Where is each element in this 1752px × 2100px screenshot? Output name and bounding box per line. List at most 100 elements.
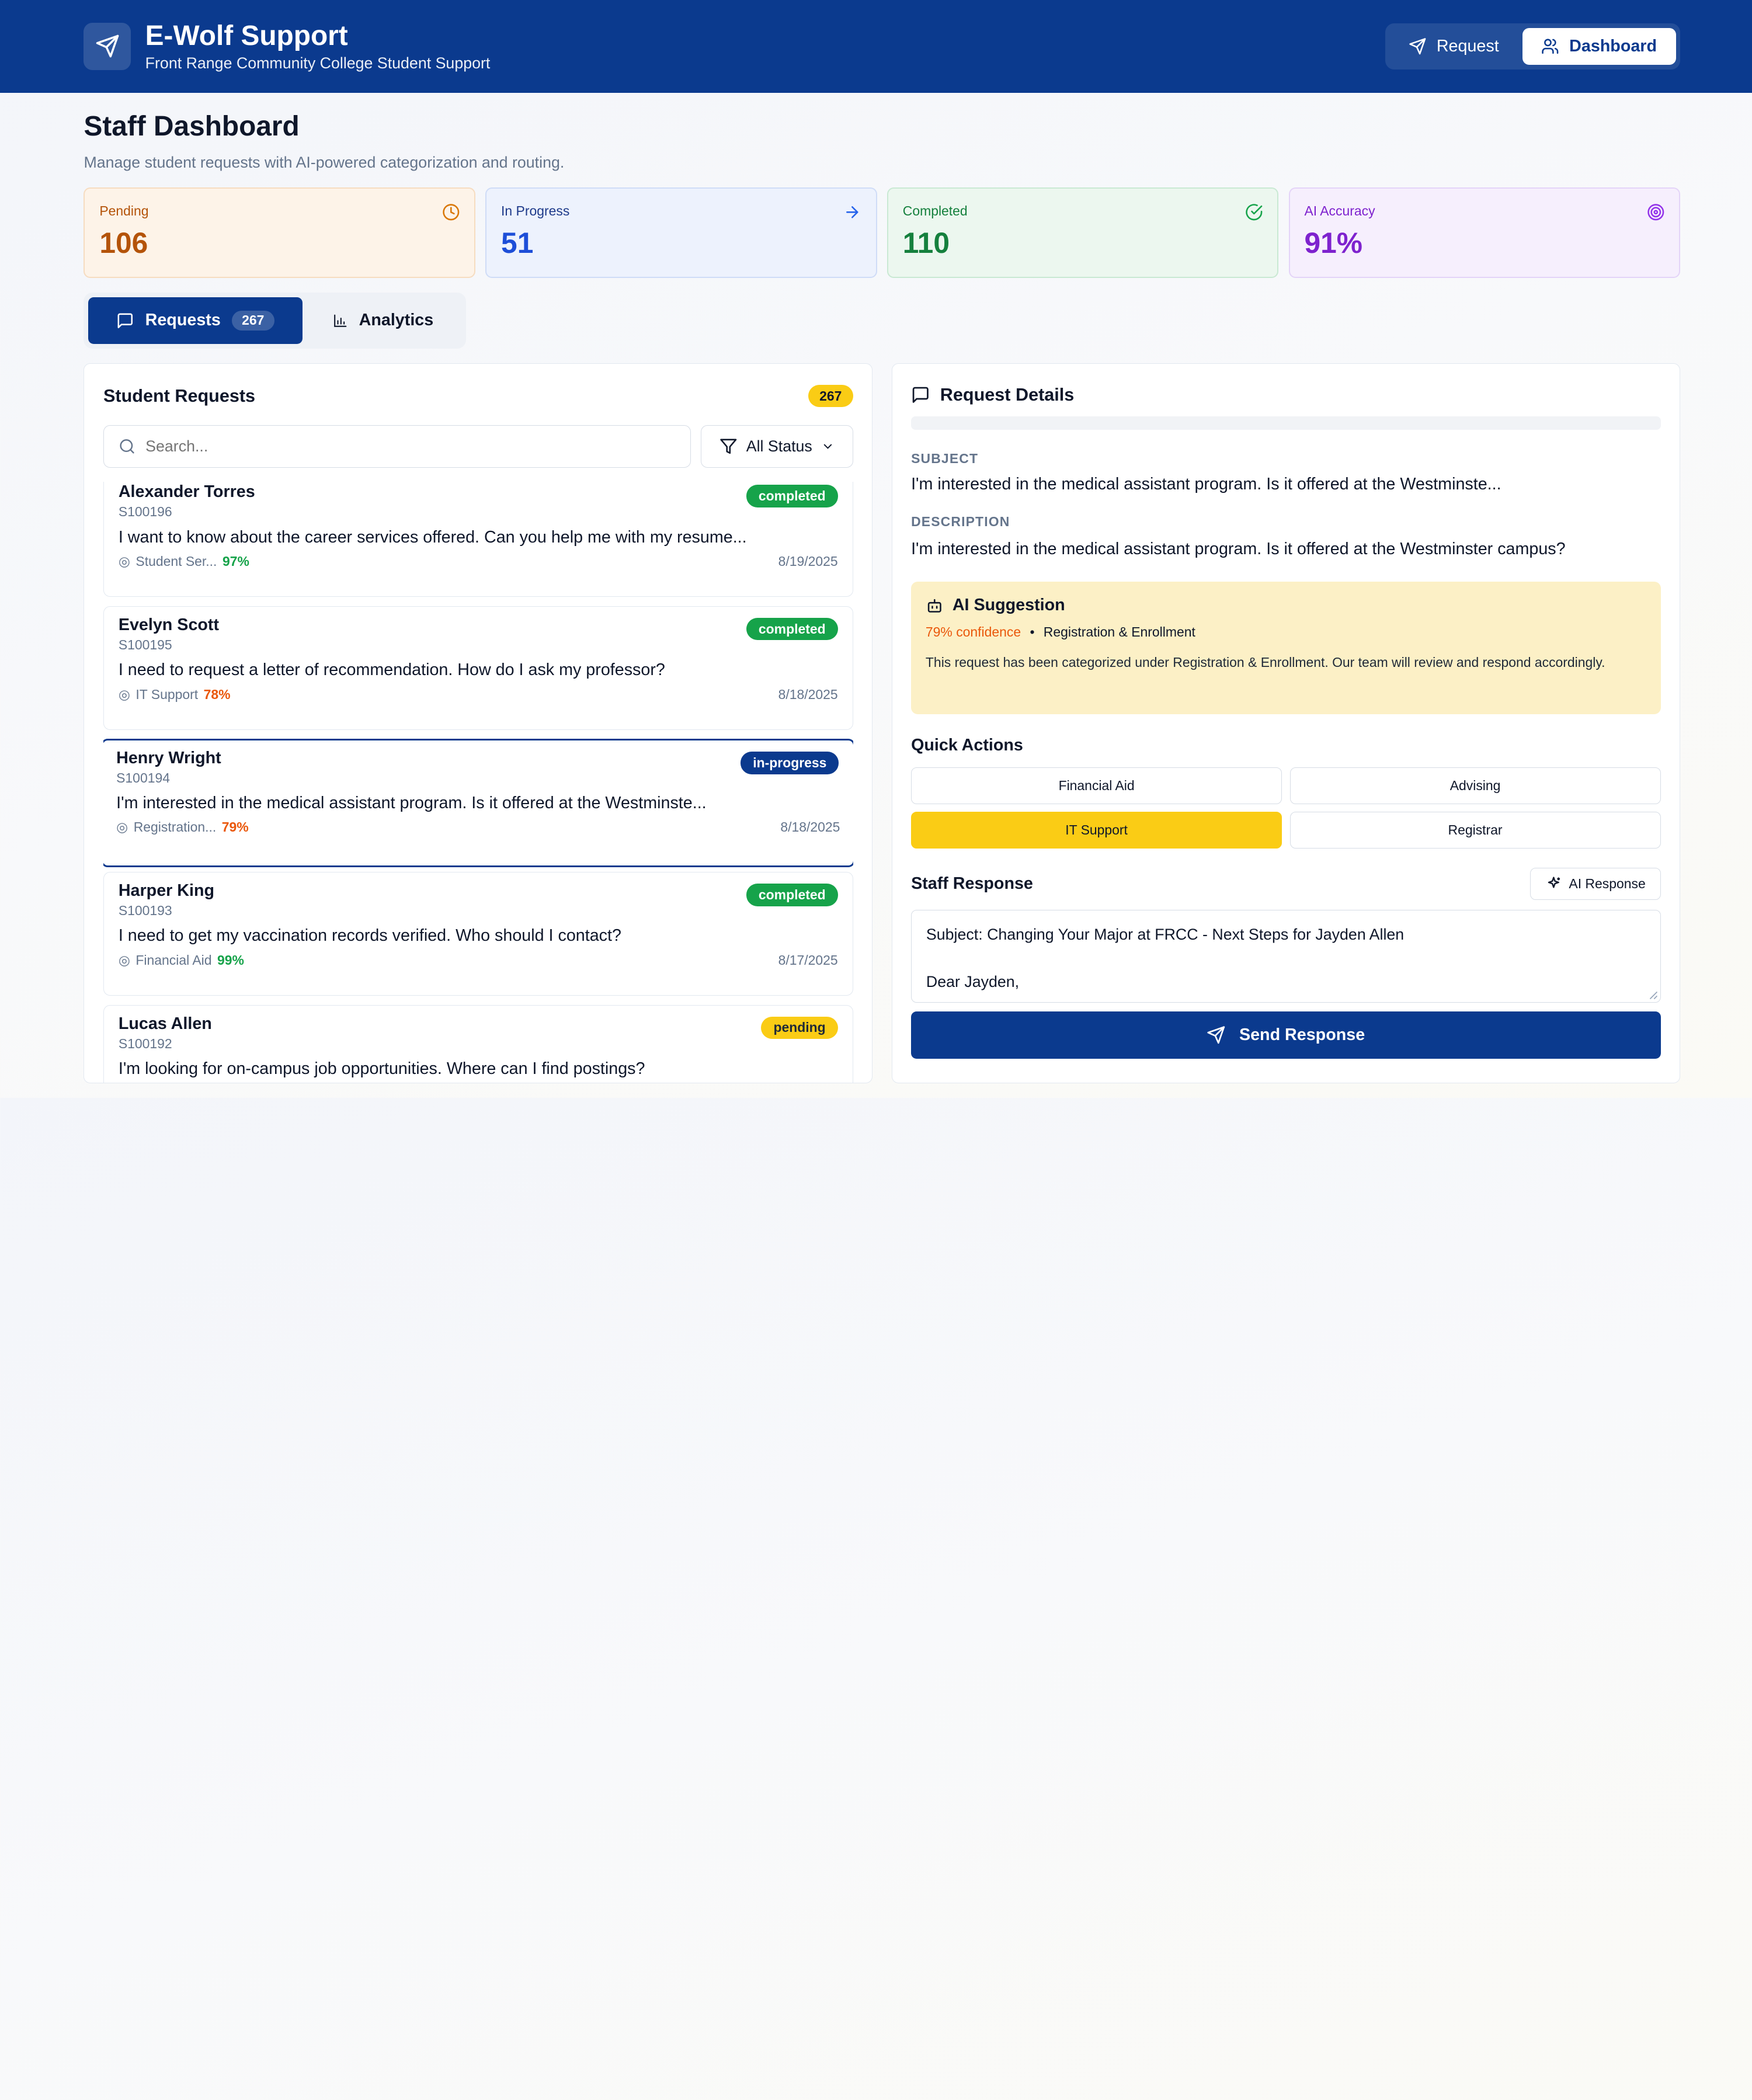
request-card[interactable]: Evelyn Scott S100195 I need to request a… [103,606,853,730]
request-date: 8/19/2025 [778,553,838,569]
message-square-icon [912,387,929,403]
status-badge: pending [761,1016,838,1039]
sparkles-icon [1548,877,1560,888]
student-name: Henry Wright [116,748,221,767]
quick-actions-title: Quick Actions [911,735,1023,755]
separator-dot: • [1030,624,1035,639]
student-id: S100194 [116,770,170,785]
panels: Student Requests 267 All Status [84,363,1681,1084]
quick-action-registrar[interactable]: Registrar [1289,812,1661,849]
nav-request-button[interactable]: Request [1390,28,1518,65]
main-nav: Request Dashboard [1385,23,1681,69]
ai-response-label: AI Response [1569,875,1646,891]
student-id: S100195 [118,637,172,652]
request-card-selected[interactable]: Henry Wright S100194 I'm interested in t… [103,739,853,868]
stat-card-ai-accuracy: AI Accuracy 91% [1288,187,1681,279]
main-content: Staff Dashboard Manage student requests … [0,93,1752,1084]
top-header: E-Wolf Support Front Range Community Col… [0,0,1752,93]
stat-label: Pending [99,203,149,219]
filter-icon [720,439,737,454]
stats-row: Pending 106 In Progress 51 Completed 110… [84,187,1681,279]
filter-value: All Status [746,437,812,455]
page-title: Staff Dashboard [84,111,300,142]
send-response-label: Send Response [1239,1025,1365,1045]
stat-value: 91% [1304,226,1362,259]
send-response-button[interactable]: Send Response [911,1011,1661,1059]
request-card[interactable]: Harper King S100193 I need to get my vac… [103,871,853,996]
student-id: S100193 [118,903,172,919]
confidence-value: 97% [222,553,249,569]
stat-value: 110 [902,226,950,259]
requests-count-badge: 267 [231,310,274,331]
request-date: 8/18/2025 [778,686,838,702]
quick-action-it-support[interactable]: IT Support [911,812,1282,849]
student-name: Lucas Allen [118,1014,212,1033]
staff-response-textarea[interactable]: Subject: Changing Your Major at FRCC - N… [911,910,1661,1003]
description-label: DESCRIPTION [911,514,1010,530]
request-card[interactable]: Alexander Torres S100196 I want to know … [103,482,853,597]
view-tabs: Requests 267 Analytics [84,293,466,349]
stat-card-completed: Completed 110 [887,187,1279,279]
paper-plane-logo-icon [84,23,131,70]
nav-request-label: Request [1436,36,1499,55]
search-box[interactable] [103,425,691,468]
quick-action-financial-aid[interactable]: Financial Aid [911,767,1282,804]
ai-suggestion-box: AI Suggestion 79% confidence • Registrat… [911,581,1661,715]
student-name: Evelyn Scott [118,615,220,634]
request-text: I'm interested in the medical assistant … [116,793,707,812]
target-icon: ◎ [116,819,128,835]
category-label: Financial Aid [135,952,212,968]
page-subtitle: Manage student requests with AI-powered … [84,154,565,172]
tab-requests[interactable]: Requests 267 [88,297,303,345]
send-icon [1409,38,1426,55]
request-text: I need to get my vaccination records ver… [118,926,621,945]
ai-response-button[interactable]: AI Response [1530,867,1661,901]
staff-response-title: Staff Response [911,874,1033,893]
panel-title: Student Requests [103,385,256,406]
loading-bar [911,416,1661,430]
search-icon [120,439,134,454]
stat-label: Completed [902,203,968,219]
stat-value: 106 [99,226,148,259]
status-badge: completed [746,884,838,906]
nav-dashboard-button[interactable]: Dashboard [1522,27,1676,65]
student-id: S100192 [118,1035,172,1051]
status-badge: in-progress [741,752,839,774]
status-filter-dropdown[interactable]: All Status [701,425,853,468]
resize-handle-icon[interactable] [1648,990,1658,1000]
status-badge: completed [746,617,838,641]
confidence-value: 99% [217,952,244,968]
student-requests-panel: Student Requests 267 All Status [84,363,873,1084]
request-text: I need to request a letter of recommenda… [118,660,665,680]
target-icon: ◎ [118,553,130,569]
search-input[interactable] [145,437,676,456]
ai-suggestion-title: AI Suggestion [952,596,1065,615]
quick-action-advising[interactable]: Advising [1289,767,1661,804]
category-label: Student Ser... [135,553,217,569]
subject-value: I'm interested in the medical assistant … [911,474,1501,493]
app-title: E-Wolf Support [145,20,348,52]
confidence-value: 78% [203,686,231,702]
clock-icon [442,204,459,221]
request-date: 8/17/2025 [778,952,838,968]
ai-confidence: 79% confidence [925,624,1021,639]
message-square-icon [117,313,133,328]
nav-dashboard-label: Dashboard [1569,36,1657,55]
category-label: IT Support [135,686,199,702]
status-badge: completed [746,485,838,507]
stat-label: In Progress [501,203,570,219]
target-icon: ◎ [118,952,130,968]
request-card[interactable]: Lucas Allen S100192 I'm looking for on-c… [103,1004,853,1083]
arrow-right-icon [846,206,858,218]
category-label: Registration... [133,819,217,835]
response-line: Dear Jayden, [926,972,1020,990]
ai-suggestion-text: This request has been categorized under … [925,654,1605,670]
app-subtitle: Front Range Community College Student Su… [145,54,491,72]
users-icon [1542,39,1559,54]
tab-analytics[interactable]: Analytics [305,297,461,344]
request-details-panel: Request Details SUBJECT I'm interested i… [891,363,1681,1084]
requests-count-badge: 267 [808,384,853,408]
panel-title: Request Details [940,384,1075,405]
request-date: 8/18/2025 [780,819,840,835]
subject-label: SUBJECT [911,451,979,467]
